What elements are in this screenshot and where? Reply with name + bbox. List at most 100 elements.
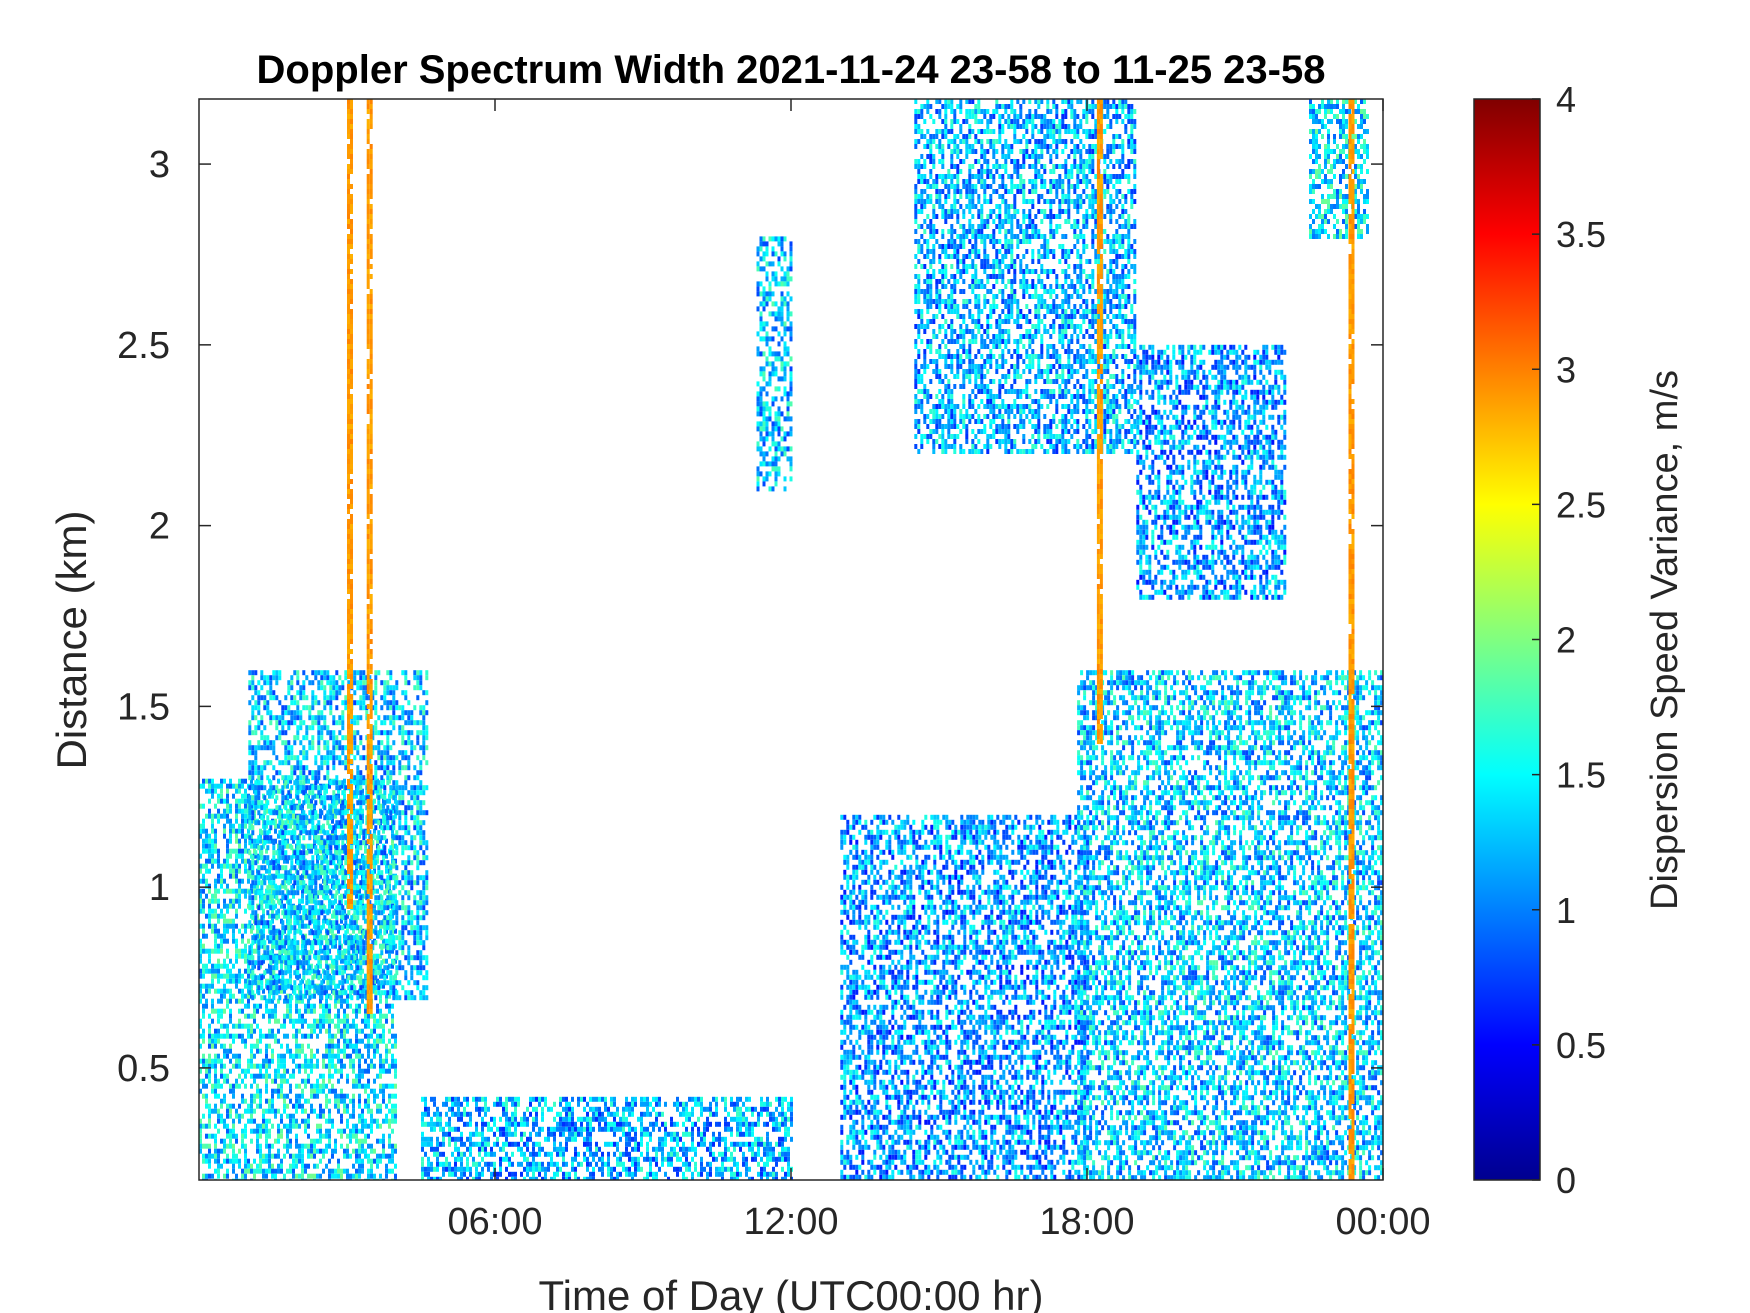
- heatmap-cell: [211, 1064, 214, 1069]
- heatmap-cell: [410, 835, 413, 840]
- heatmap-cell: [410, 965, 413, 970]
- heatmap-cell: [328, 1099, 331, 1104]
- heatmap-cell: [289, 1124, 292, 1129]
- heatmap-cell: [362, 950, 365, 955]
- heatmap-cell: [268, 1059, 271, 1064]
- heatmap-cell: [272, 875, 275, 880]
- heatmap-cell: [374, 850, 377, 855]
- heatmap-cell: [359, 705, 362, 710]
- heatmap-cell: [341, 735, 344, 740]
- heatmap-cell: [311, 715, 314, 720]
- heatmap-cell: [247, 1029, 250, 1034]
- heatmap-cell: [250, 1169, 253, 1174]
- heatmap-cell: [251, 970, 254, 975]
- heatmap-cell: [208, 1119, 211, 1124]
- heatmap-cell: [340, 1004, 343, 1009]
- heatmap-cell: [326, 725, 329, 730]
- heatmap-cell: [325, 1129, 328, 1134]
- heatmap-cell: [241, 999, 244, 1004]
- heatmap-cell: [247, 1069, 250, 1074]
- heatmap-cell: [314, 845, 317, 850]
- heatmap-cell: [343, 1109, 346, 1114]
- heatmap-cell: [250, 1104, 253, 1109]
- heatmap-cell: [238, 1054, 241, 1059]
- heatmap-cell: [380, 850, 383, 855]
- heatmap-cell: [356, 685, 359, 690]
- heatmap-cell: [332, 790, 335, 795]
- heatmap-cell: [319, 1174, 322, 1179]
- heatmap-cell: [223, 929, 226, 934]
- heatmap-cell: [316, 1079, 319, 1084]
- heatmap-cell: [386, 970, 389, 975]
- heatmap-cell: [257, 985, 260, 990]
- heatmap-cell: [358, 1164, 361, 1169]
- heatmap-cell: [286, 1124, 289, 1129]
- heatmap-cell: [238, 1084, 241, 1089]
- heatmap-cell: [332, 900, 335, 905]
- heatmap-cell: [241, 1114, 244, 1119]
- heatmap-cell: [287, 955, 290, 960]
- heatmap-cell: [211, 979, 214, 984]
- heatmap-cell: [272, 860, 275, 865]
- heatmap-cell: [202, 1039, 205, 1044]
- heatmap-cell: [374, 685, 377, 690]
- heatmap-cell: [217, 1119, 220, 1124]
- heatmap-cell: [307, 1034, 310, 1039]
- heatmap-cell: [413, 790, 416, 795]
- heatmap-cell: [335, 685, 338, 690]
- heatmap-cell: [263, 950, 266, 955]
- heatmap-cell: [280, 1134, 283, 1139]
- heatmap-cell: [395, 685, 398, 690]
- heatmap-cell: [299, 875, 302, 880]
- heatmap-cell: [304, 1019, 307, 1024]
- heatmap-cell: [374, 705, 377, 710]
- heatmap-cell: [380, 885, 383, 890]
- heatmap-cell: [226, 1074, 229, 1079]
- heatmap-cell: [214, 989, 217, 994]
- heatmap-cell: [248, 720, 251, 725]
- heatmap-cell: [386, 735, 389, 740]
- heatmap-cell: [286, 1129, 289, 1134]
- heatmap-cell: [272, 695, 275, 700]
- heatmap-cell: [284, 850, 287, 855]
- heatmap-cell: [379, 1034, 382, 1039]
- heatmap-cell: [257, 925, 260, 930]
- heatmap-cell: [392, 985, 395, 990]
- heatmap-cell: [337, 1049, 340, 1054]
- heatmap-cell: [310, 1089, 313, 1094]
- heatmap-cell: [283, 1124, 286, 1129]
- heatmap-cell: [226, 929, 229, 934]
- heatmap-cell: [338, 745, 341, 750]
- heatmap-cell: [343, 1029, 346, 1034]
- heatmap-cell: [260, 895, 263, 900]
- heatmap-cell: [352, 1009, 355, 1014]
- heatmap-cell: [314, 930, 317, 935]
- heatmap-cell: [320, 900, 323, 905]
- heatmap-cell: [265, 1119, 268, 1124]
- heatmap-cell: [407, 870, 410, 875]
- heatmap-cell: [232, 1169, 235, 1174]
- heatmap-cell: [328, 1019, 331, 1024]
- heatmap-cell: [362, 910, 365, 915]
- heatmap-cell: [398, 750, 401, 755]
- heatmap-cell: [404, 785, 407, 790]
- heatmap-cell: [370, 1044, 373, 1049]
- heatmap-cell: [299, 825, 302, 830]
- heatmap-cell: [389, 930, 392, 935]
- heatmap-cell: [269, 970, 272, 975]
- heatmap-cell: [316, 1064, 319, 1069]
- heatmap-cell: [341, 810, 344, 815]
- heatmap-cell: [257, 775, 260, 780]
- heatmap-cell: [211, 779, 214, 784]
- heatmap-cell: [301, 1094, 304, 1099]
- heatmap-cell: [341, 925, 344, 930]
- heatmap-cell: [211, 909, 214, 914]
- heatmap-cell: [349, 1114, 352, 1119]
- heatmap-cell: [358, 1029, 361, 1034]
- heatmap-cell: [286, 1149, 289, 1154]
- heatmap-cell: [311, 825, 314, 830]
- heatmap-cell: [359, 675, 362, 680]
- heatmap-cell: [364, 1034, 367, 1039]
- heatmap-cell: [284, 925, 287, 930]
